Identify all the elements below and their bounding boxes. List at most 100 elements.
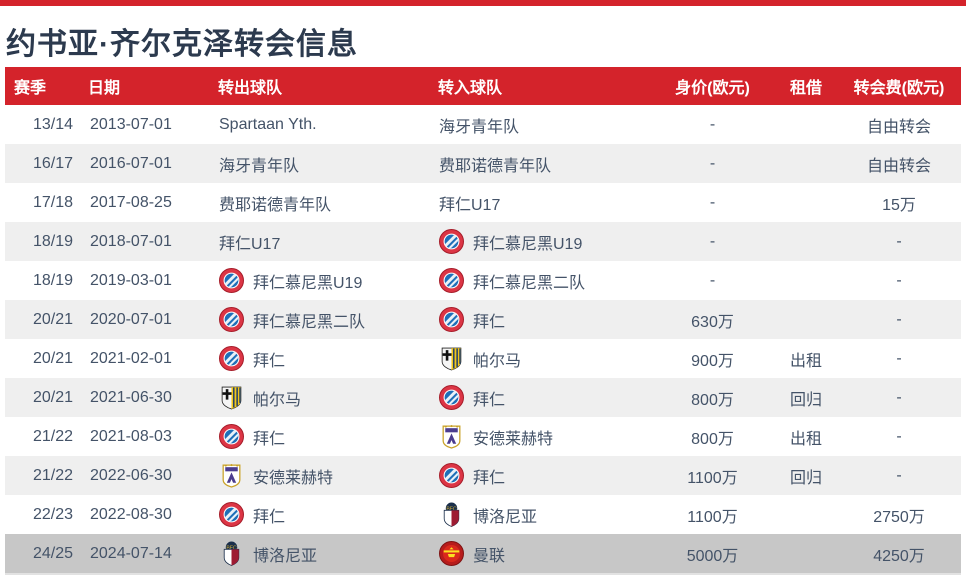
loan-cell: 回归: [789, 469, 822, 487]
team-in-team: 拜仁慕尼黑U19: [439, 229, 650, 254]
team-out-team: 拜仁: [219, 346, 430, 371]
team-in-cell: 安德莱赫特: [430, 417, 650, 456]
fee-cell: -: [896, 349, 902, 367]
value-cell: -: [709, 271, 716, 289]
team-in-cell: BFC 博洛尼亚: [430, 495, 650, 534]
team-in-team: BFC 博洛尼亚: [439, 502, 650, 527]
team-out-cell: Spartaan Yth.: [210, 105, 430, 144]
date-cell: 2024-07-14: [90, 544, 172, 562]
fee-cell: 2750万: [873, 508, 925, 526]
team-in-team: 帕尔马: [439, 346, 650, 371]
team-out-team-name: 拜仁U17: [219, 235, 281, 253]
season-cell: 22/23: [33, 505, 74, 523]
season-cell: 21/22: [33, 466, 74, 484]
value-cell: 5000万: [686, 547, 739, 565]
date-cell: 2021-02-01: [90, 349, 172, 367]
fee-cell: -: [896, 466, 902, 484]
team-out-team: 拜仁U17: [219, 230, 430, 254]
team-out-team: 拜仁: [219, 502, 430, 527]
team-out-cell: 拜仁: [210, 339, 430, 378]
transfer-row: 20/21 2021-06-30 帕尔马 拜仁 800万 回归 -: [5, 378, 961, 417]
team-in-team-name: 曼联: [473, 547, 506, 565]
season-cell: 20/21: [33, 349, 74, 367]
team-out-cell: 海牙青年队: [210, 144, 430, 183]
team-out-cell: 拜仁: [210, 495, 430, 534]
team-in-team: 拜仁慕尼黑二队: [439, 268, 650, 293]
season-cell: 16/17: [33, 154, 74, 172]
parma-club-logo-icon: [219, 385, 244, 410]
team-out-team-name: 博洛尼亚: [253, 547, 318, 565]
loan-cell: [775, 495, 837, 534]
season-cell: 18/19: [33, 232, 74, 250]
team-in-team-name: 海牙青年队: [439, 118, 520, 136]
column-header-team_in: 转入球队: [430, 67, 650, 105]
svg-text:BFC: BFC: [446, 506, 457, 512]
team-out-team-name: 拜仁慕尼黑U19: [253, 274, 363, 292]
date-cell: 2021-08-03: [90, 427, 172, 445]
bayern-club-logo-icon: [439, 385, 464, 410]
bayern-club-logo-icon: [439, 229, 464, 254]
team-in-team-name: 拜仁慕尼黑二队: [473, 274, 586, 292]
team-out-cell: BFC 博洛尼亚: [210, 534, 430, 573]
season-cell: 18/19: [33, 271, 74, 289]
team-in-cell: 海牙青年队: [430, 105, 650, 144]
value-cell: 1100万: [687, 469, 738, 487]
date-cell: 2020-07-01: [90, 310, 172, 328]
team-in-cell: 拜仁: [430, 300, 650, 339]
team-out-team-name: 帕尔马: [253, 391, 302, 409]
manutd-club-logo-icon: [439, 541, 464, 566]
season-cell: 24/25: [33, 544, 74, 562]
transfer-row: 13/14 2013-07-01 Spartaan Yth. 海牙青年队 - 自由转会: [5, 105, 961, 144]
team-in-cell: 费耶诺德青年队: [430, 144, 650, 183]
value-cell: -: [709, 193, 716, 211]
date-cell: 2017-08-25: [90, 193, 172, 211]
column-header-team_out: 转出球队: [210, 67, 430, 105]
team-out-cell: 安德莱赫特: [210, 456, 430, 495]
team-out-team: 拜仁慕尼黑二队: [219, 307, 430, 332]
transfer-row: 16/17 2016-07-01 海牙青年队 费耶诺德青年队 - 自由转会: [5, 144, 961, 183]
team-out-team-name: 拜仁: [253, 508, 286, 526]
value-cell: 1100万: [687, 508, 738, 526]
team-out-team: 帕尔马: [219, 385, 430, 410]
fee-cell: -: [896, 427, 902, 445]
date-cell: 2016-07-01: [90, 154, 172, 172]
team-out-team: 拜仁慕尼黑U19: [219, 268, 430, 293]
value-cell: -: [709, 232, 716, 250]
season-cell: 13/14: [33, 115, 74, 133]
team-out-team-name: 拜仁慕尼黑二队: [253, 313, 366, 331]
column-header-fee: 转会费(欧元): [837, 67, 961, 105]
date-cell: 2022-08-30: [90, 505, 172, 523]
loan-cell: [775, 183, 837, 222]
team-out-team: 安德莱赫特: [219, 463, 430, 488]
fee-cell: -: [896, 310, 902, 328]
team-out-team: 费耶诺德青年队: [219, 191, 430, 215]
anderlecht-club-logo-icon: [439, 424, 464, 449]
value-cell: -: [709, 154, 716, 172]
value-cell: 800万: [691, 391, 734, 409]
team-out-team-name: Spartaan Yth.: [219, 115, 317, 133]
loan-cell: [775, 105, 837, 144]
table-header: 赛季 日期 转出球队 转入球队 身价(欧元) 租借 转会费(欧元): [5, 67, 961, 105]
loan-cell: [775, 144, 837, 183]
loan-cell: [775, 534, 837, 573]
team-in-cell: 拜仁: [430, 456, 650, 495]
bayern-club-logo-icon: [219, 424, 244, 449]
transfer-row: 21/22 2022-06-30 安德莱赫特 拜仁 1100万 回归 -: [5, 456, 961, 495]
top-accent-bar: [0, 0, 966, 6]
date-cell: 2013-07-01: [90, 115, 172, 133]
transfer-row: 18/19 2019-03-01 拜仁慕尼黑U19 拜仁慕尼黑二队 - -: [5, 261, 961, 300]
page-title: 约书亚·齐尔克泽转会信息: [6, 28, 358, 61]
transfer-row: 20/21 2020-07-01 拜仁慕尼黑二队 拜仁 630万 -: [5, 300, 961, 339]
team-out-cell: 拜仁U17: [210, 222, 430, 261]
team-in-team-name: 博洛尼亚: [473, 508, 538, 526]
date-cell: 2022-06-30: [90, 466, 172, 484]
fee-cell: 自由转会: [866, 118, 931, 136]
team-out-cell: 拜仁: [210, 417, 430, 456]
bayern-club-logo-icon: [219, 307, 244, 332]
team-in-team: 海牙青年队: [439, 113, 650, 137]
column-header-season: 赛季: [5, 67, 80, 105]
team-in-team: 拜仁U17: [439, 191, 650, 215]
bayern-club-logo-icon: [439, 268, 464, 293]
fee-cell: 15万: [882, 196, 916, 214]
value-cell: -: [709, 115, 716, 133]
